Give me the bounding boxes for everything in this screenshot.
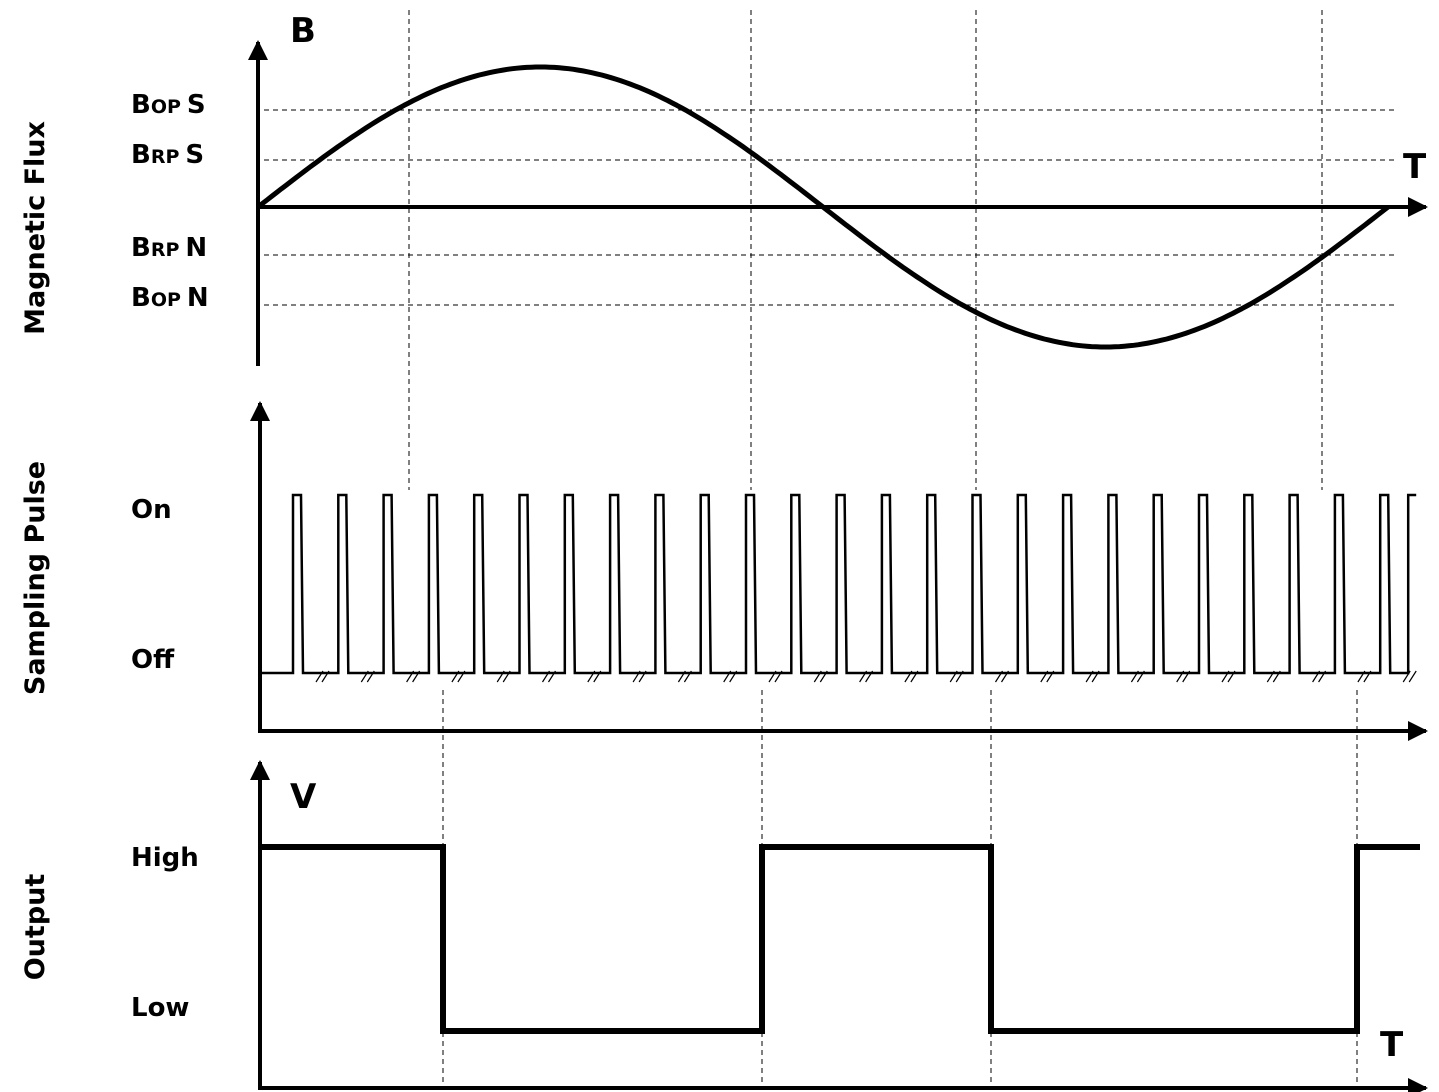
vertical-guides <box>408 10 1358 1085</box>
hatch-mark <box>677 670 686 683</box>
hatch-mark <box>632 670 641 683</box>
hatch-mark <box>451 670 460 683</box>
flux-panel: B T BOP S BRP S BRP N BOP N <box>131 11 1428 366</box>
hatch-mark <box>1408 670 1417 683</box>
hatch-mark <box>502 670 511 683</box>
level-brp-s-sub: RP <box>151 146 180 168</box>
hatch-mark <box>683 670 692 683</box>
hatch-mark <box>1266 670 1275 683</box>
sampling-off-label: Off <box>131 645 175 675</box>
hatch-mark <box>406 670 415 683</box>
hatch-mark <box>587 670 596 683</box>
hatch-mark <box>1402 670 1411 683</box>
level-brp-s-pole: S <box>185 140 204 170</box>
level-brp-n-sub: RP <box>151 239 180 261</box>
hatch-mark <box>904 670 913 683</box>
sampling-side-label: Sampling Pulse <box>20 461 51 695</box>
level-bop-n-main: B <box>131 283 151 313</box>
hatch-mark <box>774 670 783 683</box>
hatch-mark <box>955 670 964 683</box>
output-t-letter: T <box>1380 1025 1404 1065</box>
hatch-mark <box>547 670 557 683</box>
hatch-mark <box>1312 670 1321 683</box>
hatch-mark <box>865 670 874 683</box>
hatch-mark <box>1136 670 1145 683</box>
hatch-mark <box>994 670 1004 683</box>
output-v-letter: V <box>290 777 317 817</box>
hatch-mark <box>1130 670 1139 683</box>
flux-b-letter: B <box>290 11 316 51</box>
level-bop-s: BOP S <box>131 90 206 120</box>
output-low-label: Low <box>131 993 189 1023</box>
hatch-mark <box>366 670 375 683</box>
hatch-mark <box>1000 670 1010 683</box>
hatch-mark <box>949 670 958 683</box>
hatch-mark <box>910 670 919 683</box>
hatch-mark <box>1363 670 1372 683</box>
level-bop-s-sub: OP <box>151 96 181 118</box>
output-square-wave <box>260 844 1420 1034</box>
sampling-pulse-train <box>262 493 1417 675</box>
sampling-on-label: On <box>131 495 172 525</box>
hatch-mark <box>723 670 732 683</box>
hatch-mark <box>819 670 828 683</box>
hatch-mark <box>1227 670 1236 683</box>
output-high-label: High <box>131 843 199 873</box>
hatch-mark <box>859 670 868 683</box>
flux-t-letter: T <box>1403 147 1427 187</box>
hatch-mark <box>1040 670 1049 683</box>
hatch-mark <box>1176 670 1185 683</box>
hatch-mark <box>1318 670 1327 683</box>
level-bop-n: BOP N <box>131 283 209 313</box>
hatch-mark <box>1357 670 1366 683</box>
sampling-hatch-marks <box>315 670 1417 683</box>
hatch-mark <box>729 670 738 683</box>
hatch-mark <box>457 670 466 683</box>
level-brp-n-pole: N <box>185 233 207 263</box>
hatch-mark <box>541 670 551 683</box>
level-bop-s-main: B <box>131 90 151 120</box>
hatch-mark <box>813 670 822 683</box>
level-brp-s: BRP S <box>131 140 204 170</box>
hatch-mark <box>1221 670 1230 683</box>
hatch-mark <box>1272 670 1281 683</box>
level-brp-n: BRP N <box>131 233 207 263</box>
flux-sine-wave <box>256 64 1390 350</box>
sampling-panel: On Off <box>131 401 1428 741</box>
hatch-mark <box>360 670 369 683</box>
level-brp-s-main: B <box>131 140 151 170</box>
hatch-mark <box>1182 670 1191 683</box>
hatch-mark <box>412 670 421 683</box>
hatch-mark <box>593 670 602 683</box>
level-bop-s-pole: S <box>187 90 206 120</box>
hatch-mark <box>1046 670 1055 683</box>
output-panel: V T High Low <box>131 760 1428 1092</box>
hatch-mark <box>496 670 505 683</box>
hatch-mark <box>768 670 777 683</box>
flux-side-label: Magnetic Flux <box>20 121 51 335</box>
level-brp-n-main: B <box>131 233 151 263</box>
output-side-label: Output <box>20 874 51 981</box>
hatch-mark <box>638 670 647 683</box>
hatch-mark <box>1091 670 1100 683</box>
level-bop-n-sub: OP <box>151 289 181 311</box>
hatch-mark <box>315 670 324 683</box>
hatch-mark <box>321 670 330 683</box>
level-bop-n-pole: N <box>187 283 209 313</box>
hatch-mark <box>1085 670 1094 683</box>
